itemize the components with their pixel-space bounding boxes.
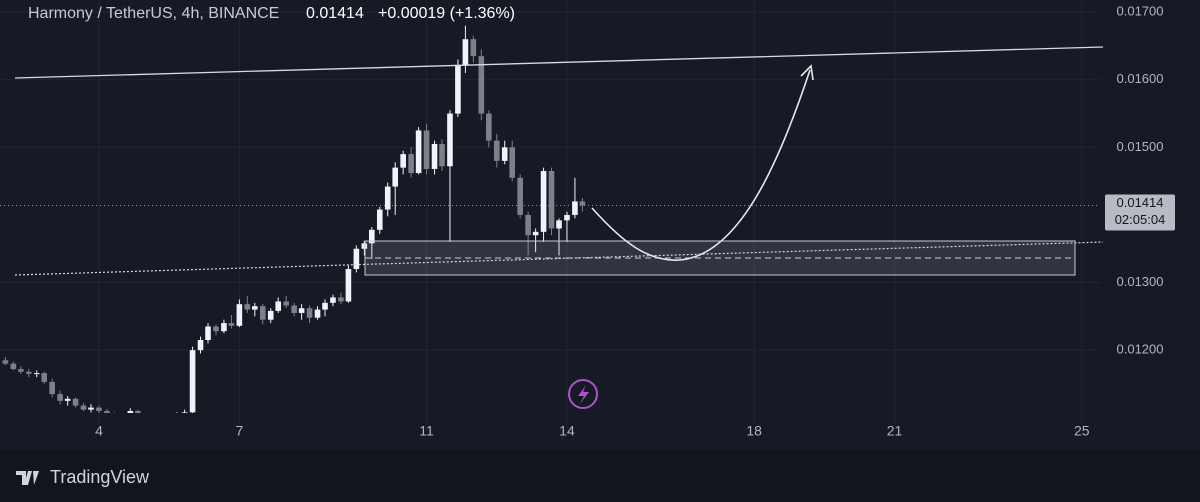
- y-tick-label: 0.01700: [1117, 4, 1164, 19]
- candle-body: [556, 220, 562, 229]
- candle-body: [462, 39, 469, 65]
- candle-body: [361, 243, 368, 249]
- candle-body: [540, 171, 547, 232]
- footer: [0, 450, 1200, 502]
- candle-body: [517, 177, 523, 215]
- candle-body: [353, 248, 360, 270]
- candle-body: [501, 147, 508, 161]
- candle-body: [127, 410, 134, 413]
- candle-body: [439, 143, 445, 167]
- y-tick-label: 0.01500: [1117, 139, 1164, 154]
- countdown: 02:05:04: [1115, 212, 1166, 227]
- candle-body: [221, 323, 227, 332]
- arrow: [591, 69, 811, 261]
- y-tick-label: 0.01300: [1117, 274, 1164, 289]
- header-price: 0.01414: [306, 5, 364, 22]
- candle-body: [33, 373, 40, 375]
- candle-body: [213, 326, 219, 332]
- candle-body: [236, 304, 243, 326]
- candle-body: [493, 140, 500, 161]
- x-tick-label: 21: [887, 423, 903, 439]
- candle-body: [2, 360, 9, 364]
- candle-body: [345, 269, 352, 302]
- candle-body: [392, 167, 399, 187]
- y-tick-label: 0.01200: [1117, 342, 1164, 357]
- candle-body: [447, 113, 453, 167]
- candle-body: [376, 209, 383, 230]
- candle-body: [96, 407, 102, 411]
- candle-body: [384, 186, 391, 210]
- candle-body: [470, 39, 477, 57]
- candle-body: [49, 381, 55, 395]
- candle-body: [548, 171, 555, 229]
- candle-body: [57, 394, 63, 401]
- candle-body: [572, 201, 578, 215]
- candle-body: [25, 371, 32, 374]
- candle-body: [252, 306, 258, 310]
- candle-body: [80, 405, 87, 410]
- candle-body: [486, 113, 492, 141]
- candle-body: [135, 410, 141, 413]
- candle-body: [322, 302, 328, 310]
- candle-body: [400, 154, 406, 168]
- candle-body: [275, 301, 282, 311]
- event-bolt: [578, 385, 589, 404]
- candle-body: [267, 310, 274, 320]
- candle-body: [283, 301, 289, 306]
- x-tick-label: 7: [235, 423, 243, 439]
- candle-body: [564, 214, 570, 221]
- price-label-box: [1105, 194, 1175, 231]
- x-tick-label: 4: [95, 423, 103, 439]
- candle-body: [306, 308, 313, 318]
- candle-body: [369, 229, 375, 244]
- trend-line: [14, 46, 1104, 79]
- candle-body: [259, 306, 266, 320]
- candle-body: [478, 56, 485, 114]
- candle-body: [330, 297, 336, 303]
- candle-body: [88, 407, 94, 410]
- candle-body: [532, 231, 539, 236]
- candle-body: [314, 309, 321, 318]
- candle-body: [431, 143, 438, 169]
- candle-body: [41, 373, 48, 382]
- x-tick-label: 25: [1074, 423, 1090, 439]
- arrow-head: [800, 64, 814, 81]
- candle-body: [64, 398, 71, 401]
- candle-body: [10, 363, 17, 370]
- candle-body: [197, 339, 204, 351]
- candle-body: [579, 201, 586, 206]
- candle-body: [181, 412, 188, 413]
- candle-body: [72, 398, 79, 406]
- x-tick-label: 18: [746, 423, 762, 439]
- brand: TradingView: [50, 467, 150, 487]
- candle-body: [509, 147, 516, 178]
- candle-body: [525, 214, 531, 236]
- event-icon[interactable]: [568, 379, 598, 409]
- y-tick-label: 0.01600: [1117, 71, 1164, 86]
- candle-body: [205, 326, 211, 340]
- candle-body: [189, 350, 196, 413]
- price-label: 0.01414: [1117, 195, 1164, 210]
- x-tick-label: 14: [559, 423, 575, 439]
- x-tick-label: 11: [419, 423, 434, 439]
- candle-body: [228, 323, 235, 326]
- candle-body: [244, 304, 251, 310]
- candle-body: [338, 297, 344, 302]
- candle-body: [423, 130, 430, 169]
- candle-body: [104, 410, 110, 413]
- candle-body: [291, 305, 297, 313]
- candle-body: [298, 308, 305, 313]
- header-change: +0.00019 (+1.36%): [378, 5, 515, 22]
- candle-body: [18, 369, 24, 372]
- candle-body: [455, 64, 461, 114]
- chart-title: Harmony / TetherUS, 4h, BINANCE: [28, 5, 279, 22]
- brand-logo: [16, 471, 39, 485]
- candle-body: [408, 154, 414, 174]
- candle-body: [415, 130, 422, 174]
